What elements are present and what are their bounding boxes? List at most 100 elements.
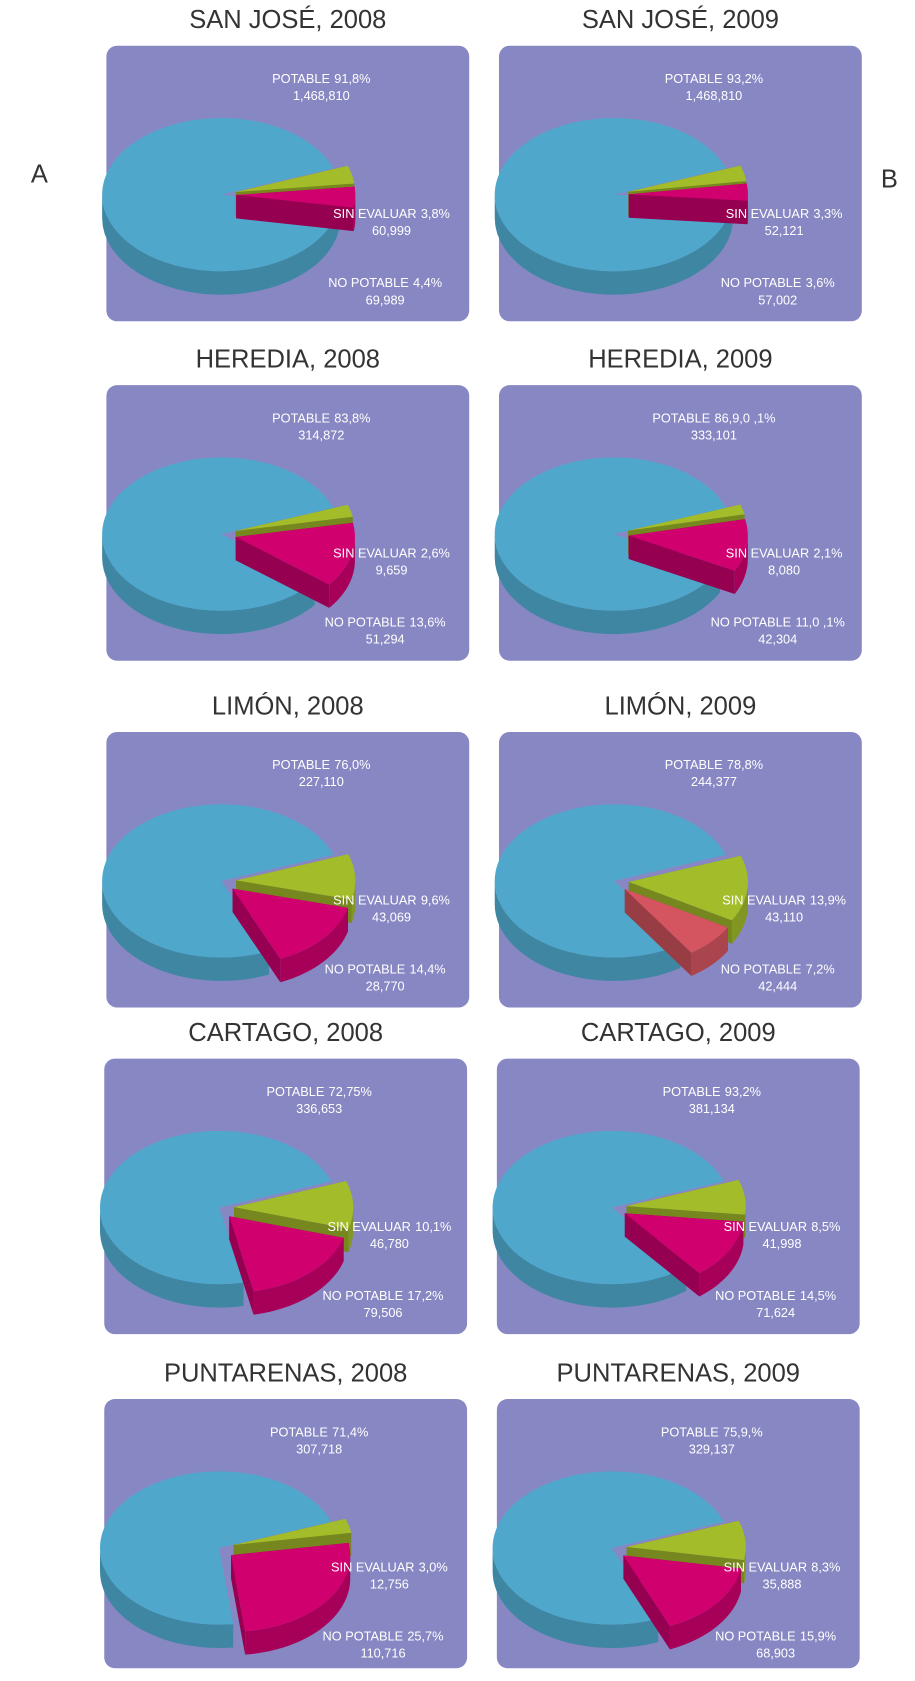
slice-side [744, 1206, 746, 1238]
slice-side [744, 1546, 746, 1584]
count-label: 42,304 [758, 632, 797, 647]
count-label: 307,718 [296, 1441, 342, 1456]
value-label: 83,8% [334, 410, 370, 425]
value-label: 7,2% [806, 961, 835, 976]
count-label: 68,903 [756, 1646, 795, 1661]
category-label: NO POTABLE [721, 961, 802, 976]
category-label: POTABLE [652, 410, 710, 425]
category-label: SIN EVALUAR [331, 1559, 414, 1574]
count-label: 35,888 [763, 1576, 802, 1591]
slice [232, 888, 348, 959]
value-label: 75,9,% [723, 1424, 763, 1439]
value-label: 93,2% [727, 71, 763, 86]
slice-label: POTABLE 71,4% [270, 1424, 368, 1439]
category-label: POTABLE [272, 71, 330, 86]
slice [102, 804, 334, 958]
slice-label: POTABLE 93,2% [665, 71, 763, 86]
value-label: 8,3% [811, 1559, 840, 1574]
slice-label: SIN EVALUAR 2,1% [726, 545, 843, 560]
slice-label: POTABLE 83,8% [272, 410, 370, 425]
slice [626, 1520, 746, 1561]
slice-label: SIN EVALUAR 3,3% [726, 206, 843, 221]
slice-side [100, 1548, 234, 1649]
slice-side [232, 888, 281, 983]
category-label: POTABLE [663, 1084, 721, 1099]
slice-label: SIN EVALUAR 9,6% [333, 892, 450, 907]
value-label: 17,2% [407, 1288, 443, 1303]
chart-title: PUNTARENAS, 2008 [164, 1359, 407, 1387]
slice-label: SIN EVALUAR 13,9% [722, 892, 846, 907]
category-label: NO POTABLE [325, 961, 406, 976]
slice-side [699, 1221, 744, 1297]
count-label: 43,110 [765, 909, 803, 924]
count-label: 1,468,810 [686, 88, 743, 103]
panel-label: B [881, 166, 898, 194]
slice-side [628, 194, 748, 225]
category-label: SIN EVALUAR [333, 545, 416, 560]
slice [494, 118, 733, 272]
slice-label: SIN EVALUAR 2,6% [333, 545, 450, 560]
value-label: 8,5% [811, 1219, 840, 1234]
slice-label: POTABLE 91,8% [272, 71, 370, 86]
category-label: SIN EVALUAR [726, 545, 809, 560]
value-label: 78,8% [727, 757, 763, 772]
slice-side [102, 880, 270, 981]
slice [626, 1179, 746, 1215]
slice-side [353, 195, 356, 232]
slice-label: POTABLE 93,2% [663, 1084, 761, 1099]
chart-title: CARTAGO, 2009 [581, 1019, 776, 1047]
slice-label: NO POTABLE 14,5% [715, 1288, 836, 1303]
chart-title: LIMÓN, 2008 [212, 691, 364, 720]
slice-side [669, 1568, 741, 1650]
slice [236, 186, 356, 208]
value-label: 14,5% [800, 1288, 836, 1303]
slice [494, 457, 726, 611]
slice-label: POTABLE 75,9,% [661, 1424, 763, 1439]
count-label: 9,659 [376, 563, 408, 578]
value-label: 25,7% [407, 1629, 443, 1644]
value-label: 3,3% [813, 206, 842, 221]
value-label: 3,6% [806, 275, 835, 290]
slice [234, 1180, 354, 1229]
count-label: 8,080 [768, 563, 800, 578]
category-label: NO POTABLE [328, 275, 409, 290]
slice [628, 855, 748, 921]
category-label: NO POTABLE [711, 615, 792, 630]
count-label: 28,770 [366, 979, 405, 994]
count-label: 12,756 [370, 1576, 409, 1591]
slice [233, 1518, 352, 1546]
slice-side [253, 1237, 344, 1315]
slice-label: NO POTABLE 3,6% [721, 275, 835, 290]
category-label: POTABLE [661, 1424, 719, 1439]
chart-title: SAN JOSÉ, 2008 [189, 5, 386, 34]
value-label: 91,8% [334, 71, 370, 86]
value-label: 86,9,0 ,1% [714, 410, 775, 425]
count-label: 110,716 [360, 1646, 405, 1661]
slice-side [628, 535, 735, 594]
slice-label: SIN EVALUAR 8,3% [724, 1559, 841, 1574]
count-label: 314,872 [298, 427, 344, 442]
count-label: 329,137 [689, 1441, 735, 1456]
slice-side [691, 927, 728, 977]
category-label: NO POTABLE [715, 1288, 796, 1303]
slice [628, 183, 748, 201]
category-label: POTABLE [665, 757, 723, 772]
count-label: 227,110 [299, 774, 344, 789]
count-label: 79,506 [364, 1305, 403, 1320]
value-label: 9,6% [421, 892, 450, 907]
slice [235, 522, 355, 585]
slice-label: NO POTABLE 4,4% [328, 275, 442, 290]
slice-label: SIN EVALUAR 3,0% [331, 1559, 448, 1574]
count-label: 244,377 [691, 774, 737, 789]
slice [628, 519, 748, 571]
category-label: NO POTABLE [715, 1629, 796, 1644]
value-label: 2,6% [421, 545, 450, 560]
category-label: NO POTABLE [325, 615, 406, 630]
count-label: 69,989 [366, 292, 405, 307]
count-label: 60,999 [372, 223, 411, 238]
slice [624, 889, 728, 953]
value-label: 13,6% [409, 615, 445, 630]
slice-label: SIN EVALUAR 8,5% [724, 1219, 841, 1234]
